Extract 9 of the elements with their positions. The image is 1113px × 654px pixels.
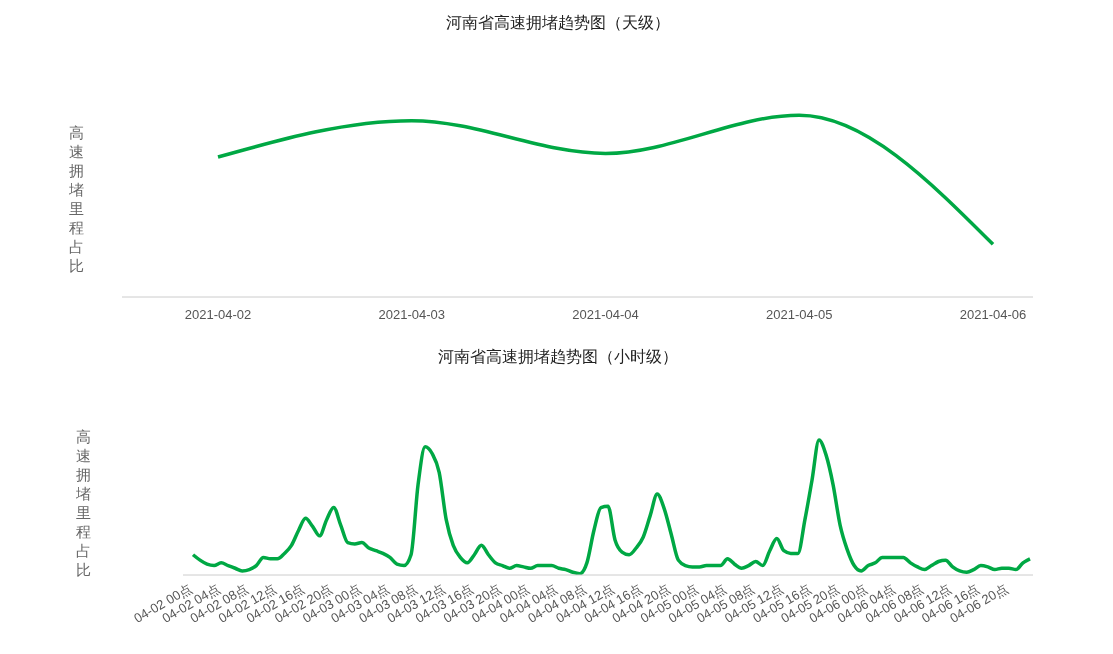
x-tick-label: 2021-04-04 <box>572 307 639 322</box>
chart-title: 河南省高速拥堵趋势图（小时级） <box>437 347 679 367</box>
x-tick-label: 2021-04-02 <box>184 307 252 322</box>
y-axis-title: 高速拥堵里程占比 <box>75 427 91 579</box>
x-tick-label: 2021-04-03 <box>378 307 445 322</box>
x-tick-label: 2021-04-06 <box>959 307 1027 322</box>
chart-title: 河南省高速拥堵趋势图（天级） <box>445 13 671 33</box>
x-tick-label: 2021-04-05 <box>766 307 833 322</box>
y-axis-title: 高速拥堵里程占比 <box>68 123 84 275</box>
